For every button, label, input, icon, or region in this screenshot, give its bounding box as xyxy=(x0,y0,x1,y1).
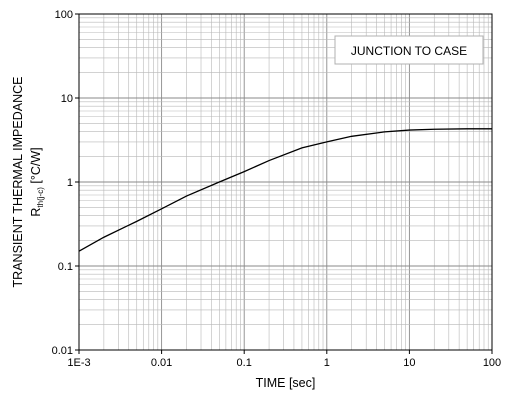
legend-label: JUNCTION TO CASE xyxy=(351,44,467,58)
x-tick-label: 1E-3 xyxy=(67,357,90,369)
x-tick-label: 100 xyxy=(483,357,501,369)
y-axis-symbol: R xyxy=(29,208,43,217)
x-tick-label: 0.01 xyxy=(151,357,172,369)
series-line xyxy=(78,128,492,252)
x-tick-label: 0.1 xyxy=(237,357,252,369)
x-tick-label: 1 xyxy=(324,357,330,369)
legend-box xyxy=(334,35,484,65)
x-axis-title: TIME [sec] xyxy=(256,376,316,390)
y-tick-label: 1 xyxy=(67,177,73,189)
y-tick-label: 100 xyxy=(55,9,73,21)
x-tick-label: 10 xyxy=(403,357,415,369)
y-tick-label: 10 xyxy=(61,93,73,105)
legend: JUNCTION TO CASE xyxy=(334,35,484,65)
y-axis-symbol-subscript: th(j-c) xyxy=(36,187,45,208)
y-axis-unit: [°C/W] xyxy=(29,147,43,187)
grid xyxy=(78,14,492,351)
y-axis-title: TRANSIENT THERMAL IMPEDANCE xyxy=(11,77,25,288)
y-axis-unit-title: Rth(j-c) [°C/W] xyxy=(29,147,45,216)
y-tick-label: 0.01 xyxy=(52,345,73,357)
y-tick-labels: 0.01 0.1 1 10 100 xyxy=(52,9,79,357)
y-tick-label: 0.1 xyxy=(58,261,73,273)
x-tick-labels: 1E-3 0.01 0.1 1 10 100 xyxy=(67,350,501,369)
